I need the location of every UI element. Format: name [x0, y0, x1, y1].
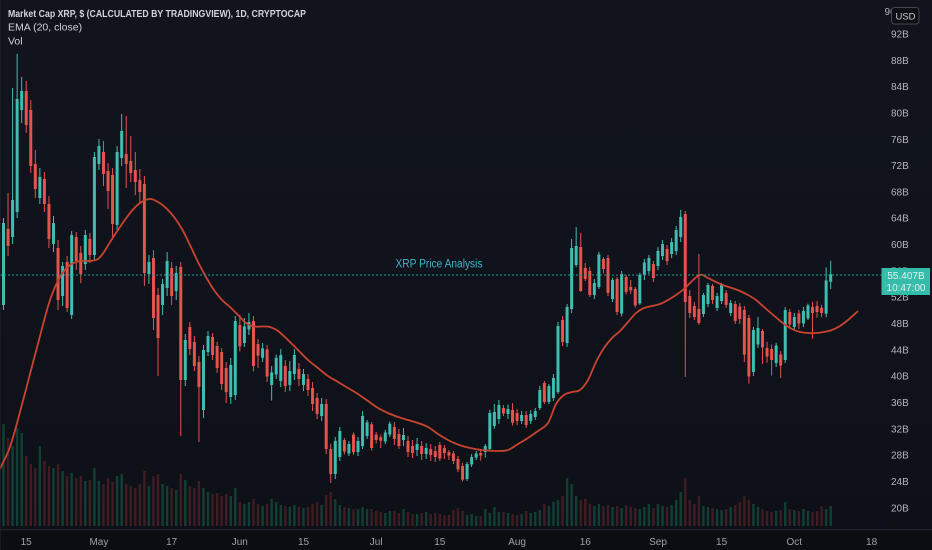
- svg-text:92B: 92B: [891, 30, 909, 41]
- svg-text:52B: 52B: [891, 293, 909, 304]
- svg-text:May: May: [89, 537, 108, 548]
- svg-text:15: 15: [434, 537, 446, 548]
- svg-text:16: 16: [580, 537, 592, 548]
- svg-text:68B: 68B: [891, 187, 909, 198]
- svg-text:84B: 84B: [891, 82, 909, 93]
- svg-text:64B: 64B: [891, 214, 909, 225]
- svg-text:80B: 80B: [891, 109, 909, 120]
- svg-text:Sep: Sep: [649, 537, 667, 548]
- svg-text:55.407B: 55.407B: [887, 271, 925, 282]
- svg-text:60B: 60B: [891, 240, 909, 251]
- svg-text:EMA (20, close): EMA (20, close): [8, 22, 82, 34]
- svg-text:Jun: Jun: [232, 537, 248, 548]
- svg-text:Aug: Aug: [508, 537, 526, 548]
- svg-text:48B: 48B: [891, 319, 909, 330]
- svg-text:44B: 44B: [891, 345, 909, 356]
- svg-text:88B: 88B: [891, 56, 909, 67]
- svg-text:20B: 20B: [891, 503, 909, 514]
- svg-text:15: 15: [298, 537, 310, 548]
- svg-text:18: 18: [866, 537, 878, 548]
- svg-text:Market Cap XRP, $ (CALCULATED: Market Cap XRP, $ (CALCULATED BY TRADING…: [8, 8, 306, 20]
- svg-text:32B: 32B: [891, 424, 909, 435]
- svg-text:Jul: Jul: [370, 537, 383, 548]
- svg-text:15: 15: [716, 537, 728, 548]
- svg-text:17: 17: [166, 537, 178, 548]
- svg-text:15: 15: [21, 537, 33, 548]
- svg-text:76B: 76B: [891, 135, 909, 146]
- svg-text:10:47:00: 10:47:00: [887, 283, 926, 294]
- svg-text:Vol: Vol: [8, 36, 23, 48]
- svg-text:24B: 24B: [891, 477, 909, 488]
- svg-text:36B: 36B: [891, 398, 909, 409]
- svg-text:USD: USD: [895, 12, 915, 23]
- svg-text:72B: 72B: [891, 161, 909, 172]
- svg-text:XRP Price Analysis: XRP Price Analysis: [396, 259, 483, 271]
- svg-text:40B: 40B: [891, 372, 909, 383]
- svg-text:28B: 28B: [891, 451, 909, 462]
- svg-text:Oct: Oct: [787, 537, 803, 548]
